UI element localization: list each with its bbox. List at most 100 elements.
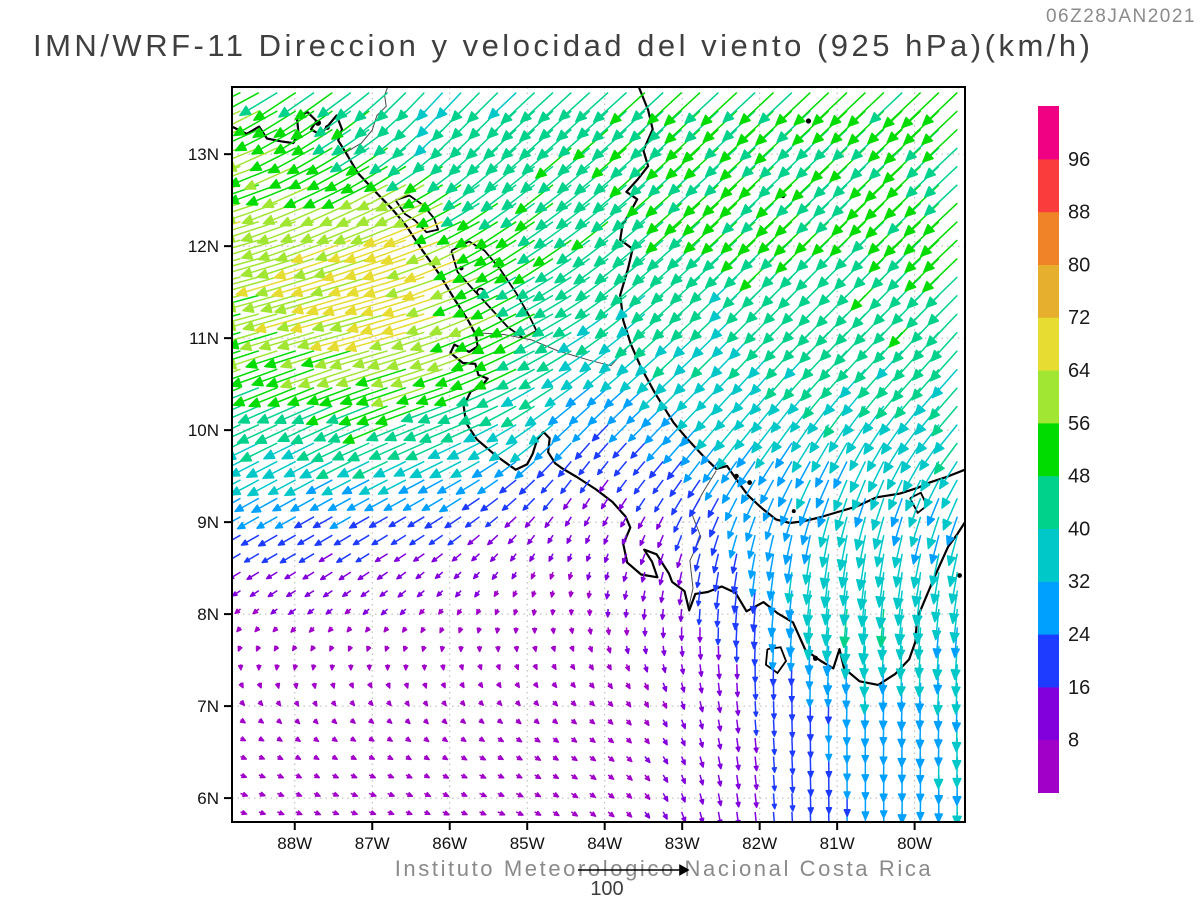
wind-arrow [762, 498, 775, 522]
wind-arrow [643, 682, 649, 691]
wind-arrow [232, 313, 278, 332]
wind-arrow [727, 516, 738, 540]
wind-arrow [294, 91, 333, 121]
wind-arrow [680, 793, 686, 803]
wind-arrow [342, 589, 352, 598]
wind-arrow [232, 387, 260, 400]
wind-arrow [346, 313, 407, 334]
wind-arrow [569, 627, 575, 634]
wind-arrow [524, 516, 536, 528]
wind-arrow [305, 405, 352, 426]
wind-arrow [882, 92, 922, 129]
wind-arrow [624, 627, 630, 636]
wind-arrow [232, 91, 241, 98]
wind-arrow [872, 516, 885, 550]
wind-arrow [383, 497, 407, 512]
wind-arrow [487, 534, 499, 546]
wind-arrow [360, 589, 370, 598]
wind-arrow [346, 276, 407, 297]
wind-arrow [338, 571, 352, 581]
wind-arrow [665, 128, 701, 162]
wind-arrow [847, 92, 885, 128]
wind-arrow [234, 497, 260, 513]
wind-arrow [368, 442, 407, 460]
wind-arrow [257, 239, 315, 262]
colorbar-segment [1038, 106, 1059, 160]
y-tick-label: 6N [197, 789, 219, 808]
wind-arrow [662, 737, 668, 746]
wind-arrow [277, 791, 285, 797]
wind-arrow [909, 516, 922, 548]
wind-arrow [381, 313, 443, 336]
wind-arrow [263, 442, 297, 460]
wind-arrow [829, 92, 866, 127]
wind-arrow [368, 791, 377, 798]
wind-arrow [274, 516, 297, 529]
wind-arrow [534, 773, 542, 780]
wind-arrow [333, 534, 352, 546]
wind-arrow [290, 276, 352, 298]
wind-arrow [698, 719, 704, 730]
wind-arrow [262, 460, 297, 480]
wind-arrow [375, 184, 425, 212]
wind-arrow [444, 516, 462, 529]
wind-arrow [550, 645, 556, 652]
wind-arrow [948, 571, 959, 605]
wind-arrow [262, 184, 315, 209]
wind-arrow [925, 313, 958, 348]
wind-arrow [755, 184, 793, 219]
wind-arrow [607, 737, 615, 744]
wind-arrow [644, 774, 651, 782]
wind-arrow [894, 608, 906, 646]
wind-arrow [295, 773, 303, 779]
wind-arrow [517, 221, 554, 247]
wind-arrow [349, 718, 356, 724]
wind-arrow [423, 810, 431, 816]
y-tick-label: 9N [197, 513, 219, 532]
wind-arrow [458, 405, 499, 425]
wind-arrow [384, 423, 425, 442]
wind-arrow [379, 590, 389, 598]
wind-arrow [496, 350, 535, 371]
wind-arrow [547, 534, 554, 544]
wind-arrow [405, 313, 462, 336]
wind-arrow [766, 572, 776, 601]
wind-arrow [927, 294, 958, 326]
wind-arrow [405, 736, 412, 743]
wind-arrow [476, 276, 517, 300]
wind-arrow [428, 239, 480, 266]
wind-arrow [475, 257, 517, 283]
colorbar-segment [1038, 264, 1059, 318]
colorbar-segment [1038, 317, 1059, 371]
wind-arrow [497, 810, 506, 816]
wind-arrow [716, 442, 738, 470]
wind-arrow [479, 792, 487, 798]
wind-arrow [302, 184, 352, 209]
wind-arrow [745, 516, 756, 542]
wind-arrow [495, 664, 501, 671]
wind-arrow [747, 553, 756, 580]
wind-arrow [760, 479, 775, 505]
wind-arrow [758, 460, 775, 486]
wind-arrow [515, 718, 522, 725]
wind-arrow [931, 368, 958, 399]
wind-arrow [400, 405, 443, 423]
wind-arrow [541, 368, 572, 389]
wind-arrow [232, 128, 260, 143]
wind-arrow [593, 239, 627, 267]
wind-arrow [941, 479, 958, 509]
wind-arrow [574, 165, 609, 195]
wind-arrow [405, 773, 413, 779]
wind-arrow [524, 405, 554, 427]
wind-arrow [557, 460, 572, 478]
wind-arrow [412, 368, 462, 388]
wind-arrow [363, 221, 425, 247]
wind-arrow [595, 294, 627, 321]
wind-arrow [603, 534, 609, 545]
wind-arrow [755, 442, 775, 469]
wind-arrow [591, 110, 627, 143]
wind-arrow [265, 571, 278, 580]
wind-arrow [661, 664, 667, 674]
wind-arrow [325, 608, 333, 615]
wind-arrow [368, 754, 376, 760]
